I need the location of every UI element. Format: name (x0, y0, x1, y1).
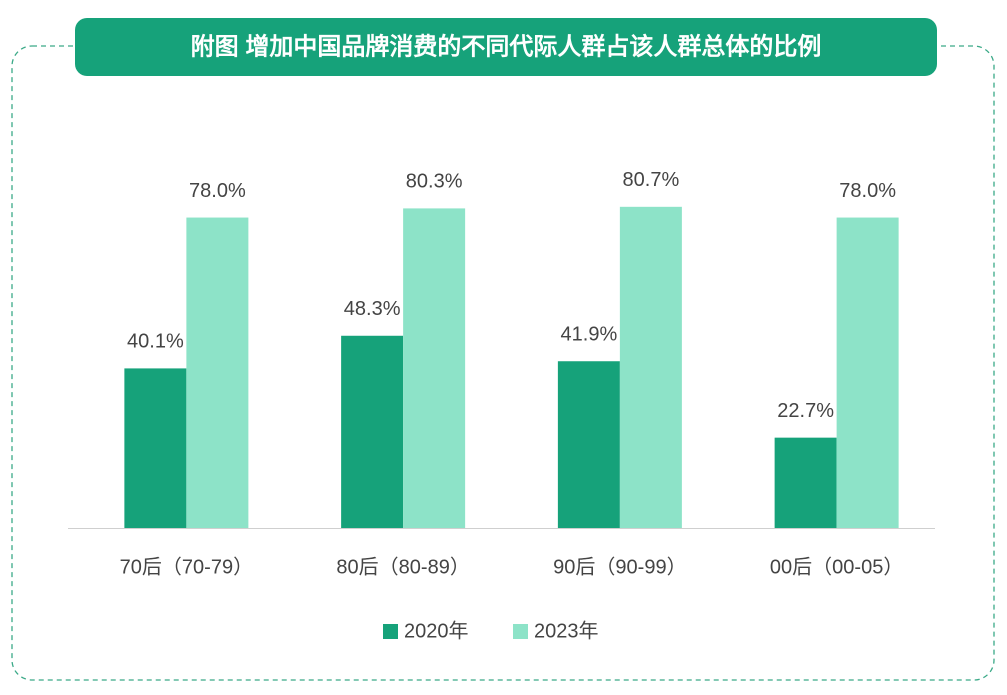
x-tick-label: 90后（90-99） (553, 555, 686, 578)
value-label: 22.7% (777, 400, 834, 422)
value-label: 41.9% (561, 324, 618, 346)
legend-label: 2020年 (404, 619, 469, 642)
x-tick-label: 70后（70-79） (120, 555, 253, 578)
legend-swatch (513, 624, 528, 639)
bar (774, 437, 837, 528)
bar (557, 361, 620, 528)
bar (341, 335, 404, 528)
chart-title: 附图 增加中国品牌消费的不同代际人群占该人群总体的比例 (191, 32, 822, 60)
legend-swatch (383, 624, 398, 639)
bar (124, 368, 187, 528)
value-label: 48.3% (344, 298, 401, 320)
title-box (75, 18, 937, 76)
bar (619, 206, 682, 528)
x-tick-label: 80后（80-89） (336, 555, 469, 578)
bar (836, 217, 899, 528)
value-label: 80.3% (406, 171, 463, 193)
value-label: 80.7% (623, 169, 680, 191)
bar (186, 217, 249, 528)
bar (403, 208, 466, 528)
value-label: 78.0% (839, 180, 896, 202)
value-label: 78.0% (189, 180, 246, 202)
value-label: 40.1% (127, 331, 184, 353)
legend-label: 2023年 (534, 619, 599, 642)
x-tick-label: 00后（00-05） (770, 555, 903, 578)
